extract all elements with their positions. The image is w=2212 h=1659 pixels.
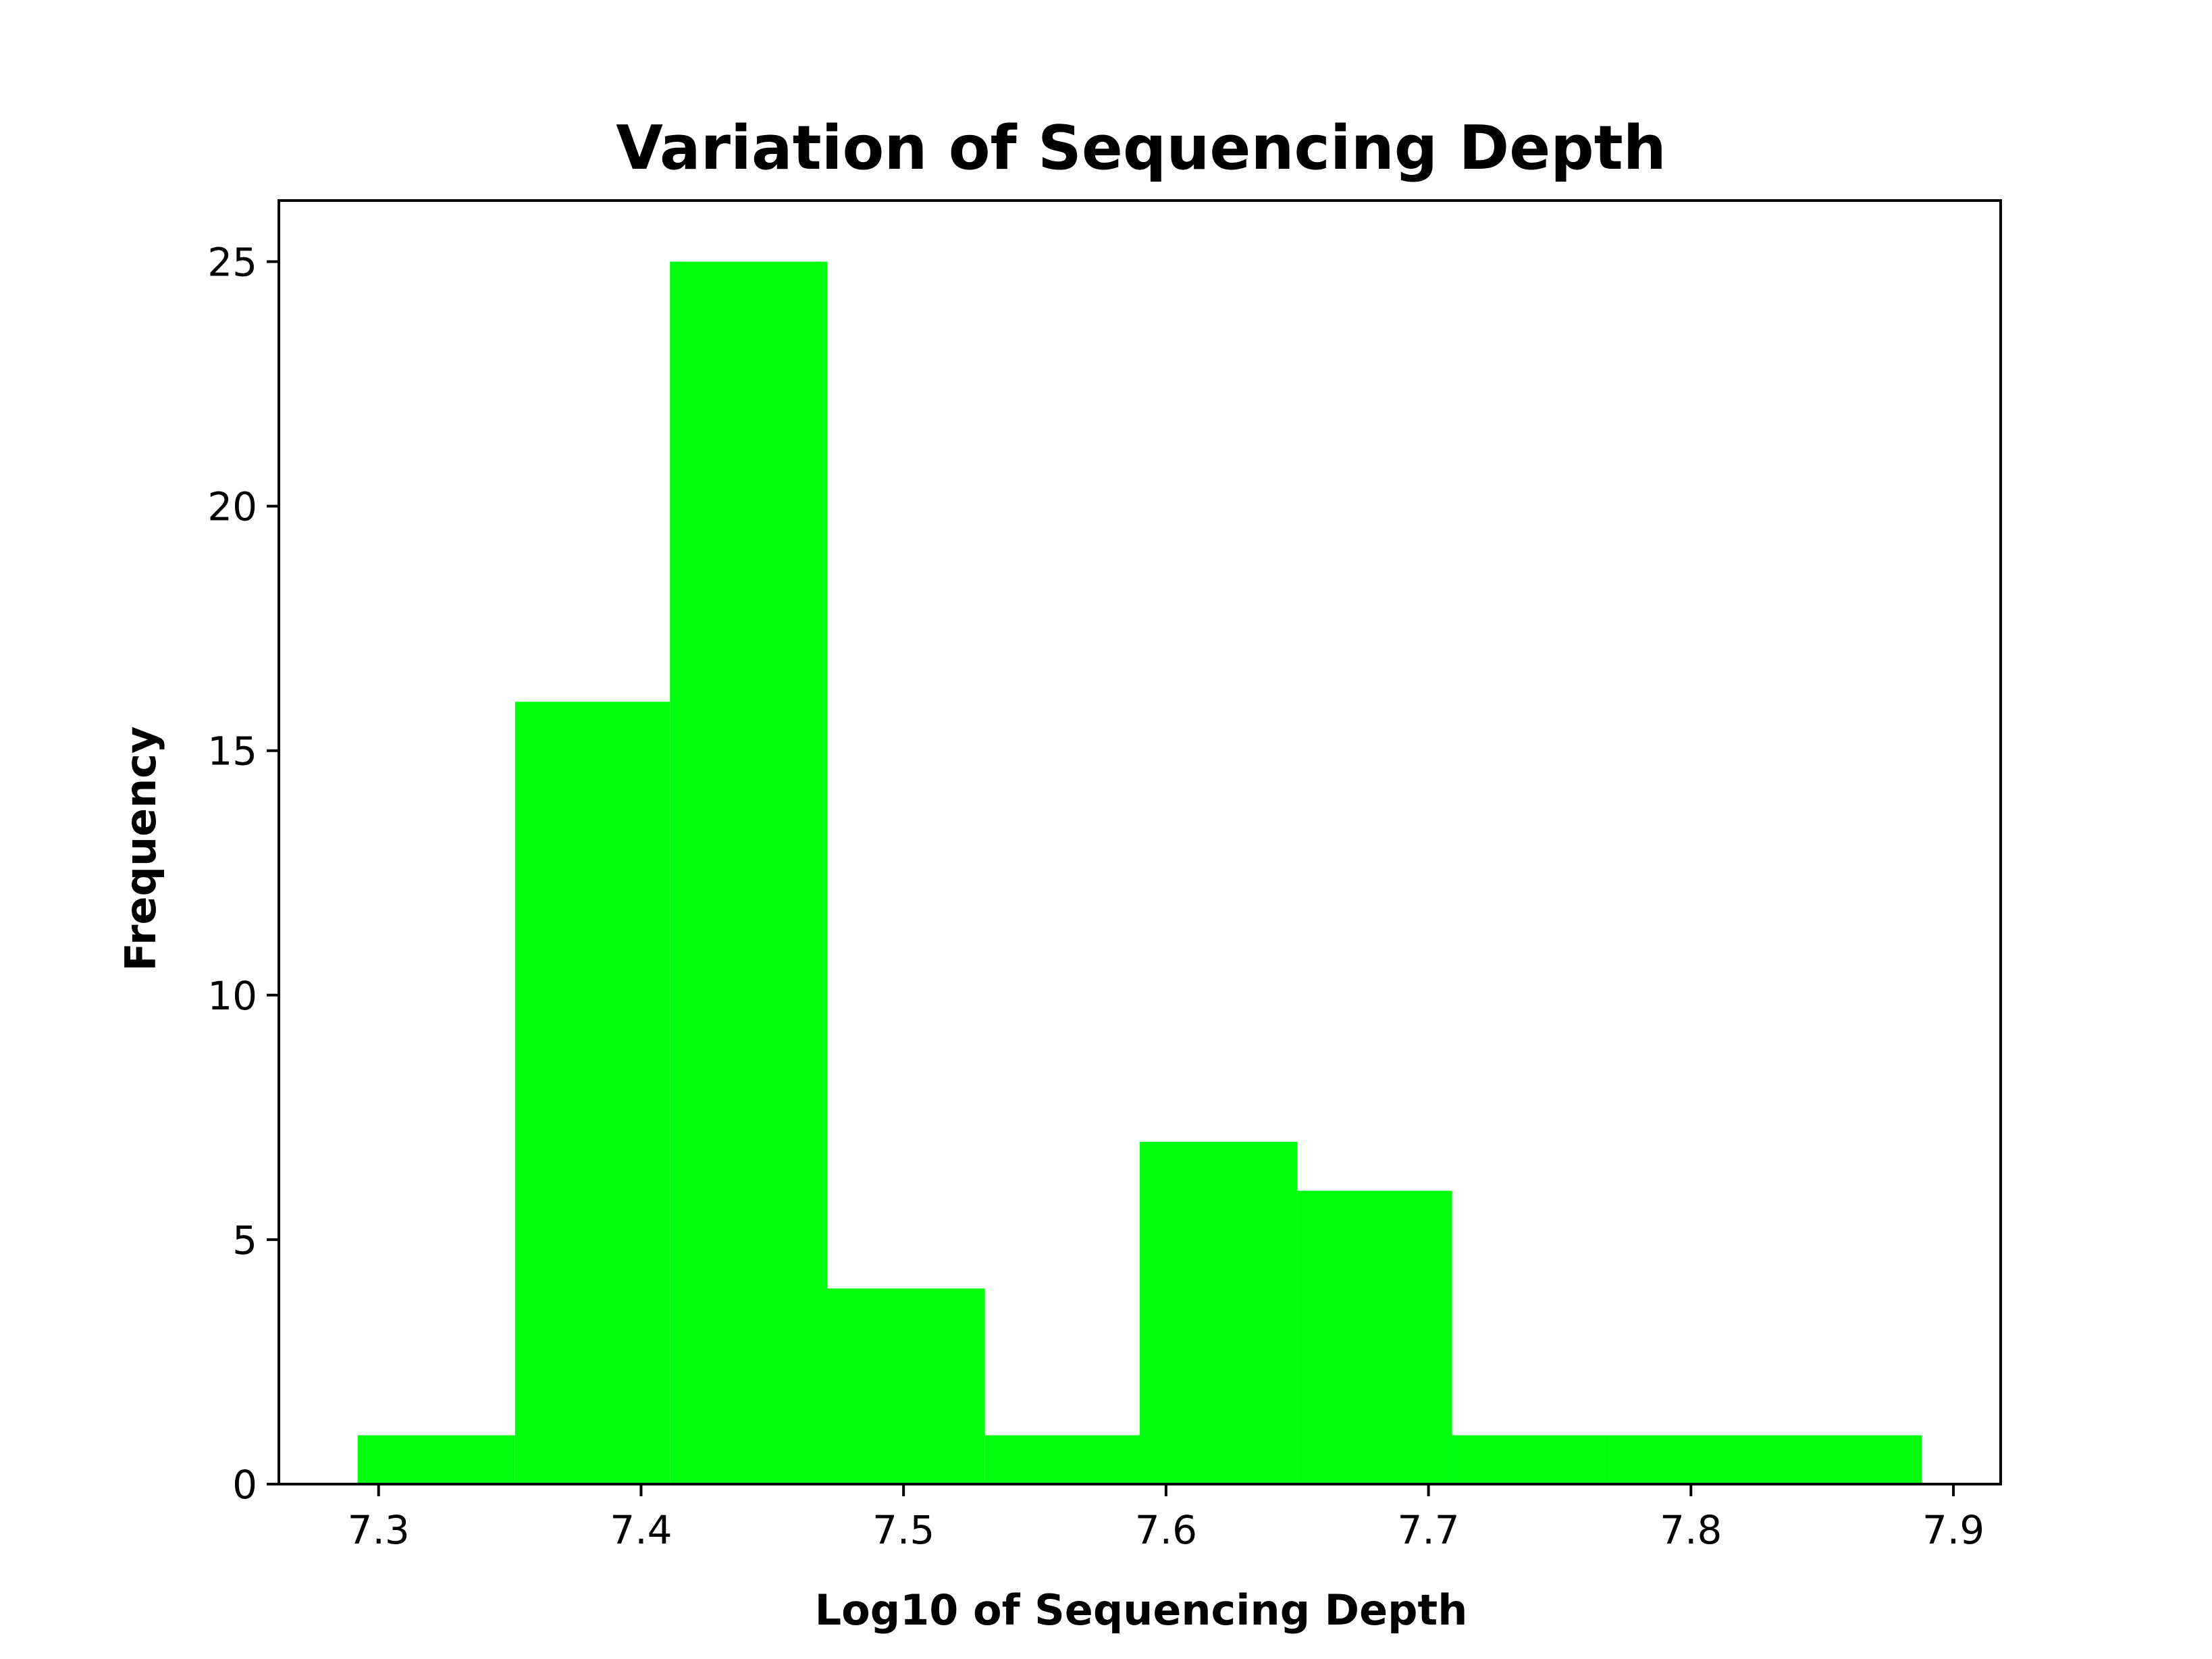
y-tick-label: 5	[232, 1217, 257, 1263]
x-tick-label: 7.9	[1922, 1507, 1984, 1553]
y-axis: 0 5 10 15 20 25	[207, 240, 279, 1508]
histogram-bar-4	[827, 1288, 985, 1484]
histogram-bar-3	[670, 261, 828, 1484]
y-tick-label: 15	[207, 729, 257, 774]
y-tick-label: 10	[207, 973, 257, 1019]
histogram-bar-10	[1767, 1435, 1922, 1484]
histogram-bar-8	[1452, 1435, 1610, 1484]
x-axis: 7.3 7.4 7.5 7.6 7.7 7.8 7.9	[348, 1484, 1984, 1553]
x-tick-label: 7.4	[610, 1507, 672, 1553]
x-axis-label: Log10 of Sequencing Depth	[815, 1585, 1468, 1635]
chart-title: Variation of Sequencing Depth	[616, 113, 1666, 184]
histogram-bar-6	[1140, 1142, 1298, 1484]
y-tick-label: 20	[207, 484, 257, 530]
x-tick-label: 7.5	[872, 1507, 934, 1553]
histogram-bar-9	[1609, 1435, 1768, 1484]
x-tick-label: 7.7	[1397, 1507, 1459, 1553]
histogram-bar-5	[984, 1435, 1140, 1484]
plot-frame	[278, 199, 2002, 1485]
histogram-bar-1	[357, 1435, 515, 1484]
x-tick-label: 7.3	[348, 1507, 410, 1553]
histogram-bar-2	[515, 702, 670, 1484]
y-tick-label: 0	[232, 1462, 257, 1508]
y-axis-label: Frequency	[116, 727, 165, 972]
bars-layer	[357, 261, 1922, 1484]
x-tick-label: 7.6	[1135, 1507, 1197, 1553]
histogram-bar-7	[1297, 1190, 1452, 1484]
y-tick-label: 25	[207, 240, 257, 286]
x-tick-label: 7.8	[1660, 1507, 1722, 1553]
